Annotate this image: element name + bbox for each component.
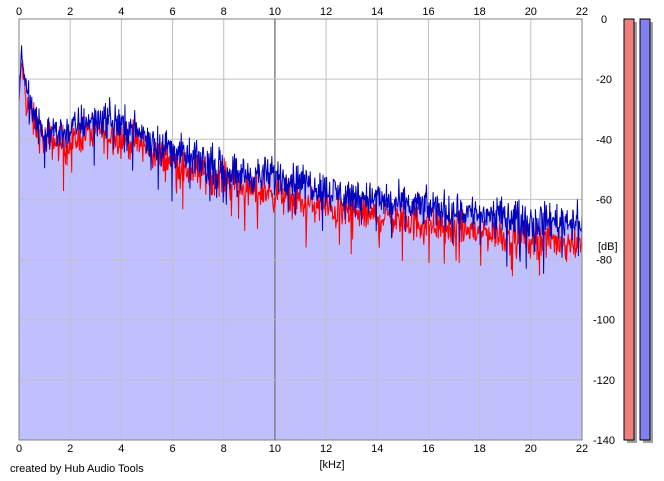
x-ticks-top: 0 2 4 6 8 10 12 14 16 18 20 22 bbox=[16, 6, 588, 18]
y-tick-label: -20 bbox=[596, 74, 612, 86]
x-tick-bottom-label: 20 bbox=[525, 443, 537, 455]
x-tick-bottom-label: 4 bbox=[118, 443, 124, 455]
x-tick-top-label: 16 bbox=[422, 6, 434, 18]
x-tick-top-label: 8 bbox=[221, 6, 227, 18]
meter-bar-1 bbox=[623, 18, 635, 441]
x-tick-top-label: 2 bbox=[67, 6, 73, 18]
x-tick-top-label: 0 bbox=[16, 6, 22, 18]
y-axis-label: [dB] bbox=[598, 241, 618, 253]
y-tick-label: -80 bbox=[596, 255, 612, 267]
x-axis-label: [kHz] bbox=[319, 459, 344, 471]
series-line-2 bbox=[18, 45, 583, 274]
series-lines bbox=[18, 45, 583, 277]
x-tick-top-label: 10 bbox=[269, 6, 281, 18]
x-tick-top-label: 6 bbox=[169, 6, 175, 18]
x-tick-top-label: 14 bbox=[371, 6, 383, 18]
x-tick-top-label: 22 bbox=[576, 6, 588, 18]
x-tick-top-label: 12 bbox=[320, 6, 332, 18]
plot-frame bbox=[18, 18, 583, 441]
y-tick-label: -60 bbox=[596, 194, 612, 206]
y-tick-label: -100 bbox=[593, 315, 615, 327]
x-tick-bottom-label: 6 bbox=[169, 443, 175, 455]
x-tick-bottom-label: 14 bbox=[371, 443, 383, 455]
x-tick-bottom-label: 16 bbox=[422, 443, 434, 455]
x-tick-bottom-label: 12 bbox=[320, 443, 332, 455]
y-tick-label: -40 bbox=[596, 134, 612, 146]
x-tick-bottom-label: 18 bbox=[474, 443, 486, 455]
x-tick-bottom-label: 2 bbox=[67, 443, 73, 455]
x-ticks-bottom: 0 2 4 6 8 10 12 14 16 18 20 22 bbox=[16, 443, 588, 455]
credit-text: created by Hub Audio Tools bbox=[10, 463, 144, 475]
meter-bar-2 bbox=[639, 18, 651, 441]
x-tick-bottom-label: 8 bbox=[221, 443, 227, 455]
level-meters bbox=[623, 18, 653, 443]
y-tick-label: -140 bbox=[593, 435, 615, 447]
x-tick-top-label: 18 bbox=[474, 6, 486, 18]
x-tick-bottom-label: 10 bbox=[269, 443, 281, 455]
x-tick-top-label: 4 bbox=[118, 6, 124, 18]
series-line-1 bbox=[18, 62, 583, 277]
x-tick-bottom-label: 0 bbox=[16, 443, 22, 455]
y-ticks: 0 -20 -40 -60 -80 -100 -120 -140 bbox=[593, 14, 615, 447]
x-tick-top-label: 20 bbox=[525, 6, 537, 18]
y-tick-label: -120 bbox=[593, 375, 615, 387]
y-tick-label: 0 bbox=[601, 14, 607, 26]
x-tick-bottom-label: 22 bbox=[576, 443, 588, 455]
